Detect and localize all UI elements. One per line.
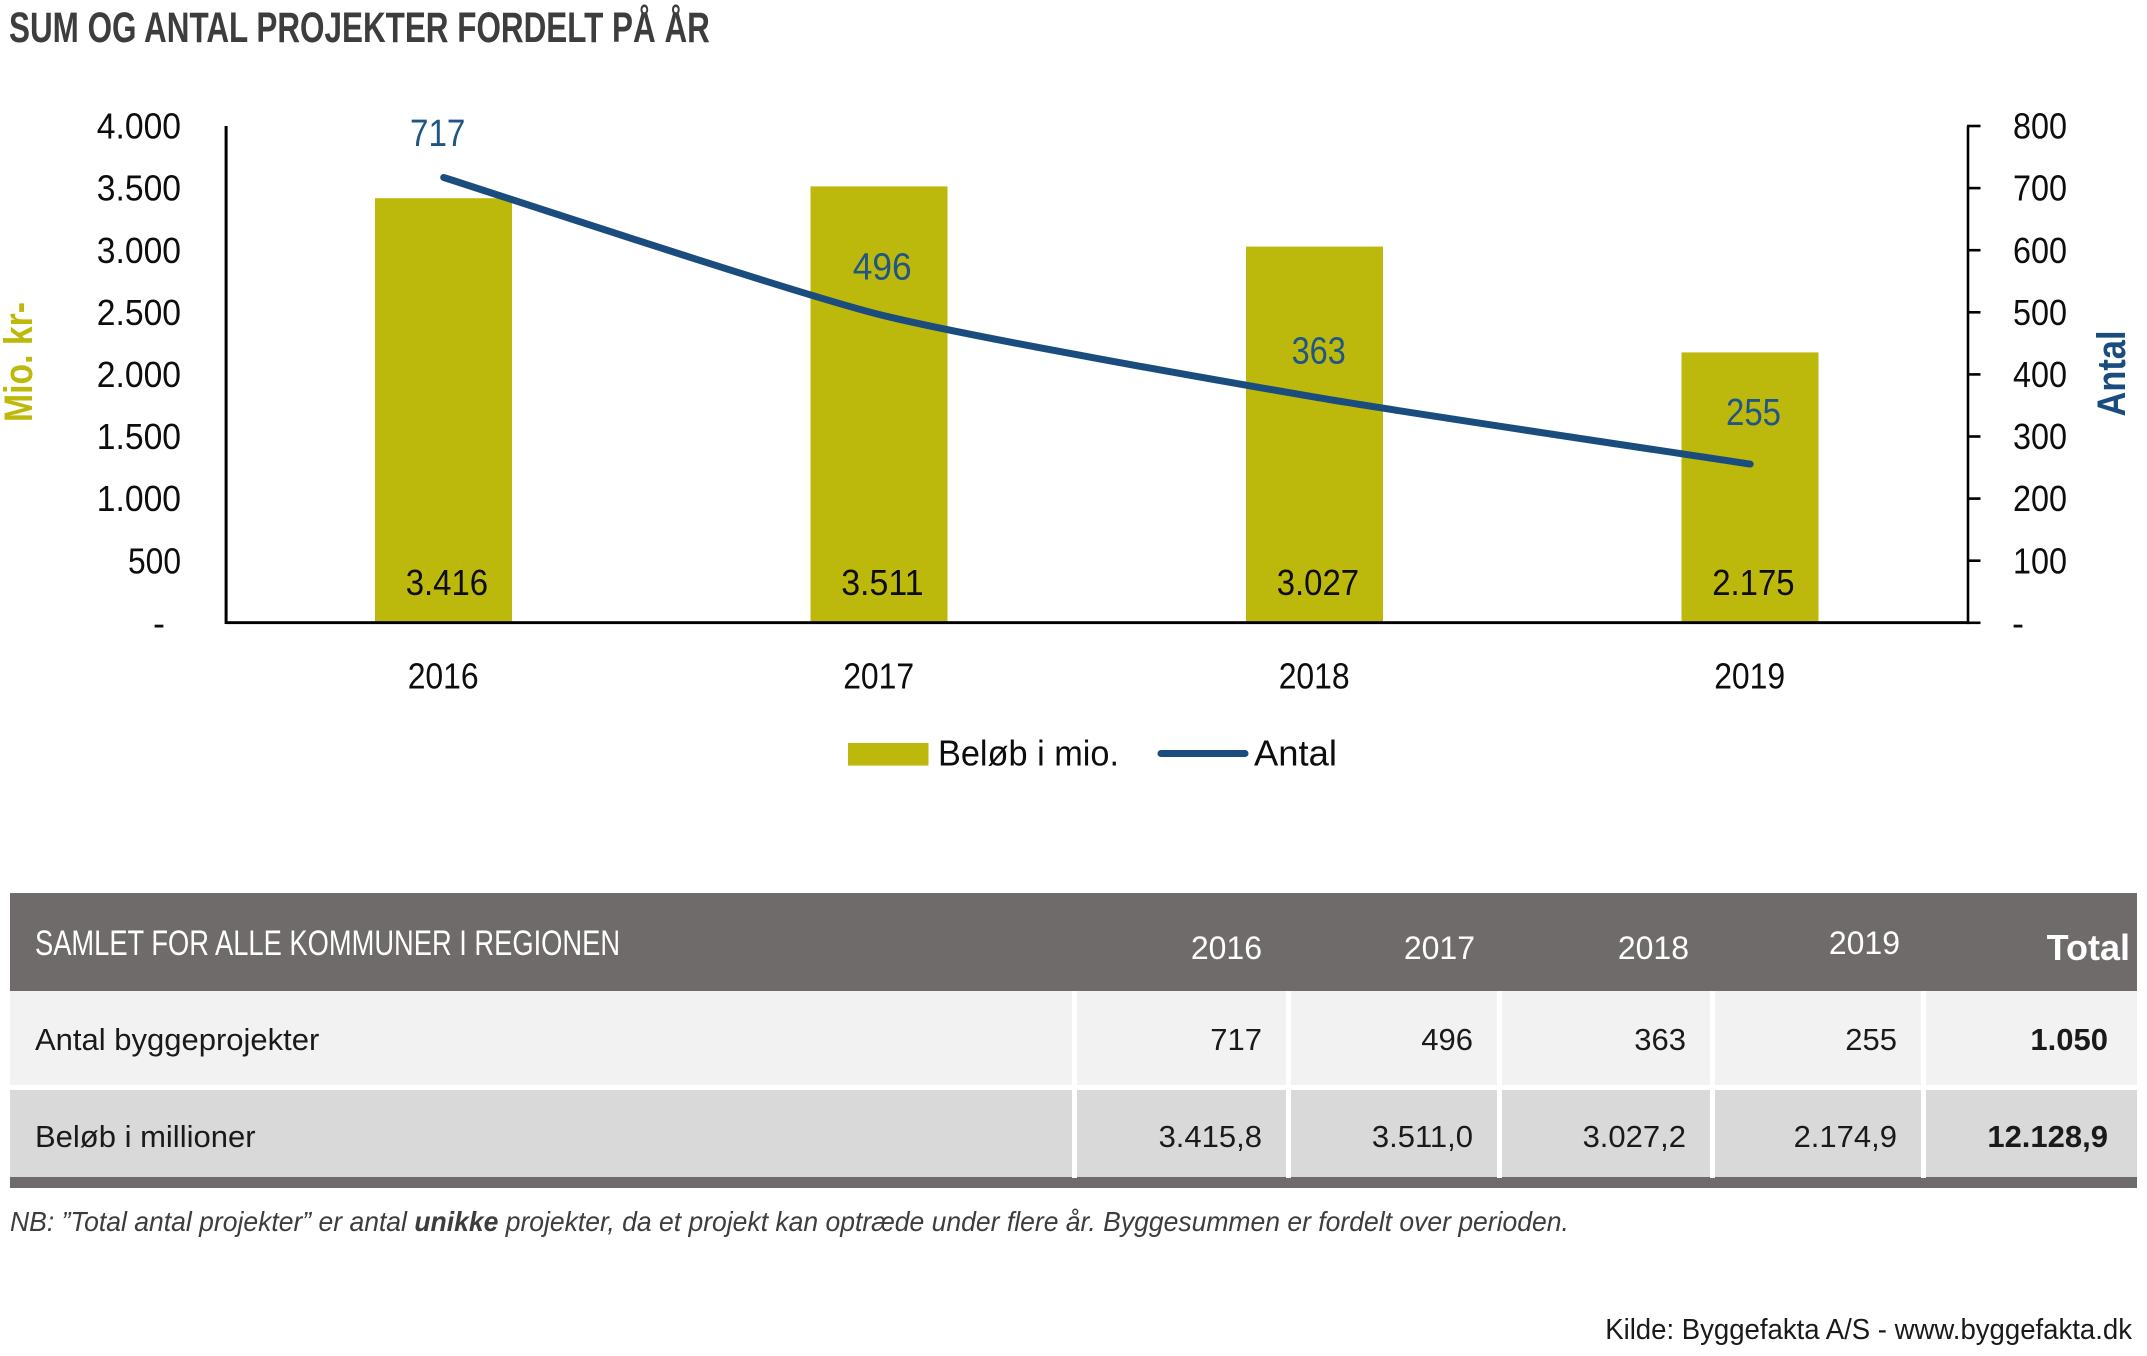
svg-text:496: 496	[853, 247, 912, 289]
svg-text:2.000: 2.000	[97, 354, 181, 395]
svg-text:3.027: 3.027	[1277, 562, 1359, 603]
svg-text:300: 300	[2013, 416, 2067, 457]
svg-text:-: -	[2012, 602, 2024, 643]
svg-text:2.175: 2.175	[1712, 562, 1794, 603]
svg-text:2019: 2019	[1714, 655, 1785, 696]
svg-text:1.000: 1.000	[97, 478, 181, 519]
svg-text:1.500: 1.500	[97, 416, 181, 457]
svg-text:400: 400	[2013, 354, 2067, 395]
svg-text:Beløb i mio.: Beløb i mio.	[938, 733, 1119, 774]
svg-text:Antal: Antal	[1254, 733, 1337, 774]
svg-text:700: 700	[2013, 168, 2067, 209]
svg-text:363: 363	[1292, 331, 1346, 373]
svg-text:500: 500	[2013, 292, 2067, 333]
svg-text:100: 100	[2013, 540, 2067, 581]
svg-text:2018: 2018	[1279, 655, 1350, 696]
svg-text:2017: 2017	[843, 655, 914, 696]
svg-text:500: 500	[128, 540, 181, 581]
svg-text:800: 800	[2013, 106, 2067, 147]
svg-text:Mio. kr-: Mio. kr-	[0, 302, 41, 422]
svg-text:3.500: 3.500	[97, 168, 181, 209]
svg-text:-: -	[153, 602, 165, 643]
svg-text:255: 255	[1726, 392, 1781, 434]
svg-text:3.416: 3.416	[406, 562, 488, 603]
svg-text:3.000: 3.000	[97, 230, 181, 271]
svg-text:200: 200	[2013, 478, 2067, 519]
svg-text:2016: 2016	[408, 655, 479, 696]
svg-text:2.500: 2.500	[97, 292, 181, 333]
svg-text:600: 600	[2013, 230, 2067, 271]
svg-text:3.511: 3.511	[841, 562, 923, 603]
svg-text:4.000: 4.000	[97, 106, 181, 147]
svg-text:717: 717	[410, 113, 465, 155]
svg-text:Antal: Antal	[2090, 331, 2134, 417]
